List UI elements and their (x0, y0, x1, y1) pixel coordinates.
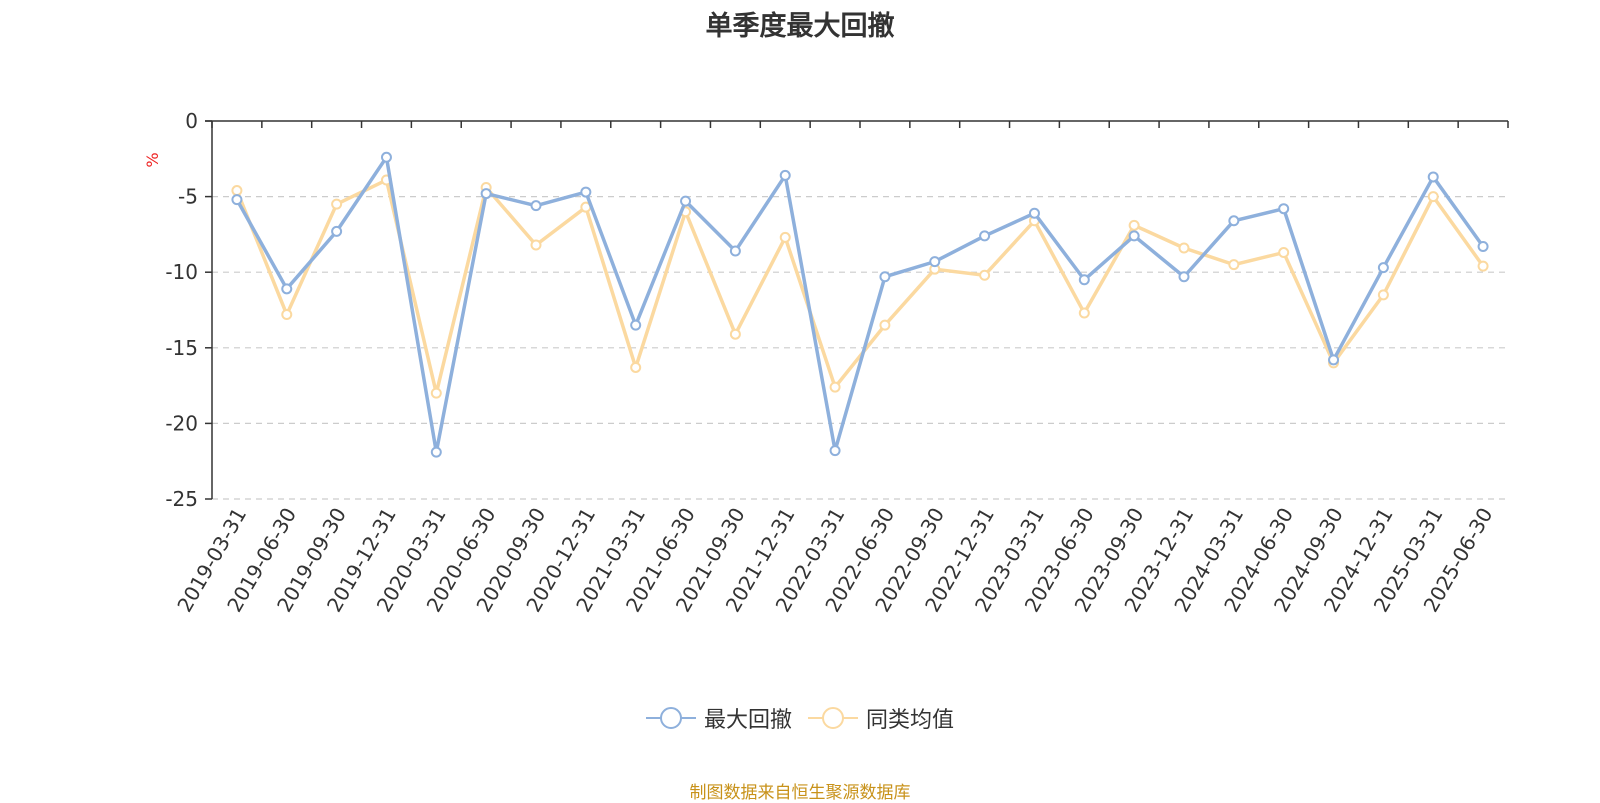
data-point (929, 256, 941, 268)
y-tick-label: -15 (165, 336, 198, 360)
data-point (1228, 215, 1240, 227)
data-point (680, 195, 692, 207)
legend-label: 同类均值 (866, 708, 955, 733)
data-point (829, 445, 841, 457)
data-point (1028, 207, 1040, 219)
data-point (1128, 219, 1140, 231)
data-point (779, 169, 791, 181)
data-point (1377, 262, 1389, 274)
data-point (480, 188, 492, 200)
legend-label: 最大回撤 (703, 708, 792, 733)
data-point (1228, 259, 1240, 271)
data-point (879, 319, 891, 331)
data-point (1427, 191, 1439, 203)
data-point (630, 319, 642, 331)
data-point (1178, 271, 1190, 283)
data-point (281, 283, 293, 295)
legend-item[interactable]: 同类均值 (808, 702, 954, 734)
data-point (331, 198, 343, 210)
data-point (1178, 242, 1190, 254)
data-point (729, 245, 741, 257)
legend-swatch-icon (808, 707, 858, 729)
data-point (1078, 307, 1090, 319)
series-line-0 (235, 155, 1485, 454)
data-point (530, 239, 542, 251)
data-point (1078, 274, 1090, 286)
data-point (380, 151, 392, 163)
series-layer (231, 151, 1489, 458)
data-point (430, 446, 442, 458)
data-point (1427, 171, 1439, 183)
source-note: 制图数据来自恒生聚源数据库 (689, 783, 911, 803)
legend-item[interactable]: 最大回撤 (645, 702, 792, 734)
y-tick-label: -25 (165, 487, 198, 511)
y-axis-label: % (143, 152, 162, 167)
data-point (1278, 247, 1290, 259)
legend: 最大回撤 同类均值 (0, 702, 1600, 736)
chart-title: 单季度最大回撤 (705, 11, 895, 42)
y-tick-label: -20 (165, 411, 198, 435)
data-point (829, 381, 841, 393)
data-point (281, 309, 293, 321)
data-point (729, 328, 741, 340)
grid-layer (212, 196, 1508, 500)
data-point (630, 361, 642, 373)
data-point (231, 185, 243, 197)
data-point (231, 194, 243, 206)
y-tick-label: -5 (178, 185, 198, 209)
legend-swatch-icon (645, 707, 696, 729)
data-point (779, 231, 791, 243)
data-point (1128, 230, 1140, 242)
series-line-1 (235, 178, 1485, 395)
data-point (580, 186, 592, 198)
data-point (879, 271, 891, 283)
data-point (1328, 354, 1340, 366)
data-point (979, 269, 991, 281)
data-point (331, 225, 343, 237)
data-point (1477, 240, 1489, 252)
data-point (1278, 203, 1290, 215)
data-point (430, 387, 442, 399)
y-tick-label: -10 (165, 260, 198, 284)
data-point (1377, 289, 1389, 301)
data-point (1477, 260, 1489, 272)
y-tick-label: 0 (185, 109, 198, 133)
data-point (979, 230, 991, 242)
data-point (530, 200, 542, 212)
